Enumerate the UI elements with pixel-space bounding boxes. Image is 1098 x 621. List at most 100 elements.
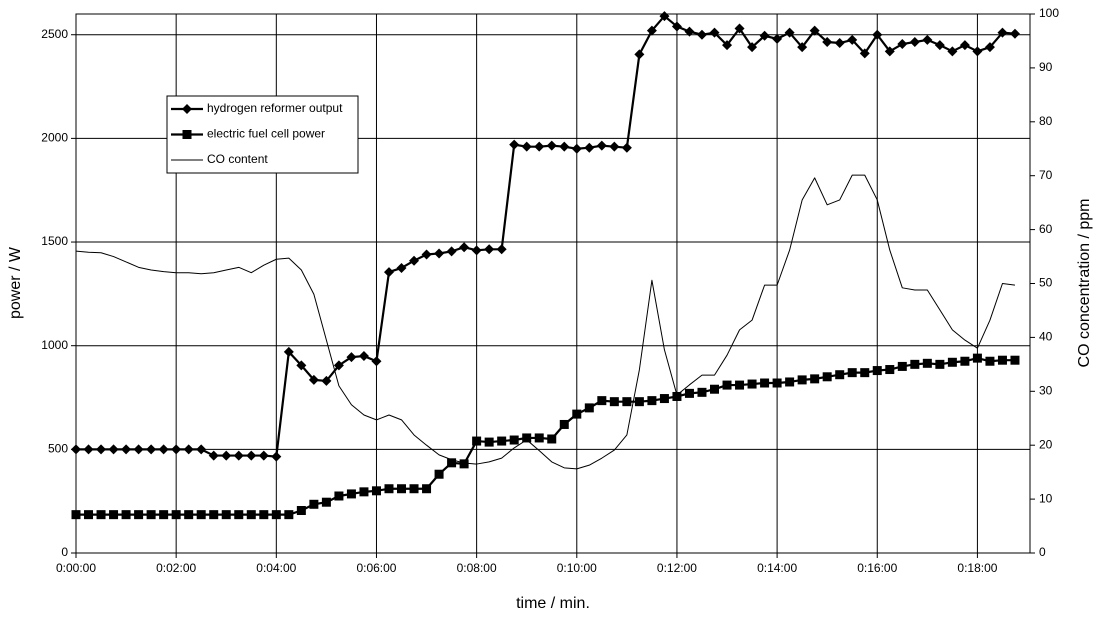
diamond-marker [684,26,695,37]
plot-frame [75,13,1031,554]
diamond-marker [321,375,332,386]
square-marker [422,484,432,494]
square-marker [647,396,657,406]
square-marker [447,458,457,468]
diamond-marker [947,46,958,57]
diamond-marker [459,242,470,253]
square-marker [171,510,181,520]
square-marker [434,469,444,479]
diamond-marker [496,244,507,255]
diamond-marker [146,444,157,455]
diamond-marker [671,21,682,32]
x-tick-label: 0:04:00 [256,561,296,575]
diamond-marker [1009,28,1020,39]
square-marker [484,437,494,447]
diamond-marker [784,27,795,38]
y-tick-label: 500 [48,442,68,456]
diamond-marker [709,27,720,38]
diamond-marker [484,244,495,255]
diamond-marker [984,42,995,53]
diamond-marker [534,141,545,152]
diamond-marker [621,142,632,153]
x-tick-label: 0:16:00 [857,561,897,575]
diamond-marker [296,360,307,371]
diamond-marker [208,450,219,461]
square-marker [885,365,895,375]
diamond-marker [646,25,657,36]
series-line [76,357,1015,516]
square-marker [659,394,669,404]
square-marker [472,436,482,446]
square-marker [847,368,857,378]
diamond-marker [246,450,257,461]
y2-tick-label: 30 [1039,383,1053,397]
y2-tick-label: 100 [1039,6,1059,20]
diamond-marker [634,49,645,60]
diamond-marker [221,450,232,461]
square-marker [584,403,594,413]
diamond-marker [722,40,733,51]
square-marker [910,359,920,369]
diamond-marker [521,141,532,152]
diamond-marker [997,27,1008,38]
square-marker [146,510,156,520]
square-marker [334,491,344,501]
diamond-marker [471,245,482,256]
diamond-marker [859,48,870,59]
diamond-marker [972,46,983,57]
legend-label: CO content [207,152,268,166]
square-marker [159,510,169,520]
square-marker [182,130,192,139]
diamond-marker [696,29,707,40]
square-marker [835,370,845,380]
y2-tick-label: 80 [1039,114,1053,128]
square-marker [296,506,306,516]
series-line [75,174,1016,470]
y2-tick-label: 60 [1039,222,1053,236]
x-tick-label: 0:08:00 [457,561,497,575]
square-marker [522,433,532,443]
diamond-marker [434,248,445,259]
square-marker [872,366,882,376]
diamond-marker [158,444,169,455]
square-marker [972,353,982,363]
square-marker [547,434,557,444]
square-marker [760,378,770,388]
y2-tick-label: 50 [1039,276,1053,290]
square-marker [672,391,682,401]
y2-tick-label: 10 [1039,491,1053,505]
diamond-marker [121,444,132,455]
y2-axis-title: CO concentration / ppm [1076,199,1093,368]
square-marker [196,510,206,520]
x-tick-label: 0:10:00 [557,561,597,575]
diamond-marker [182,104,192,114]
square-marker [184,510,194,520]
square-marker [572,409,582,419]
square-marker [935,359,945,369]
square-marker [609,397,619,407]
diamond-marker [571,143,582,154]
legend-label: electric fuel cell power [207,127,325,141]
diamond-marker [83,444,94,455]
diamond-marker [333,360,344,371]
legend-label: hydrogen reformer output [207,101,343,115]
square-marker [860,368,870,378]
diamond-marker [271,451,282,462]
x-axis-title: time / min. [516,595,590,612]
square-marker [797,375,807,385]
x-tick-label: 0:12:00 [657,561,697,575]
square-marker [822,372,832,382]
square-marker [722,380,732,390]
diamond-marker [396,262,407,273]
square-marker [622,397,632,407]
diamond-marker [872,29,883,40]
y-tick-label: 0 [61,545,68,559]
diamond-marker [346,352,357,363]
square-marker [271,510,281,520]
diamond-marker [258,450,269,461]
square-marker [735,380,745,390]
diamond-marker [822,36,833,47]
square-marker [684,388,694,398]
square-marker [397,484,407,494]
diamond-marker [609,141,620,152]
